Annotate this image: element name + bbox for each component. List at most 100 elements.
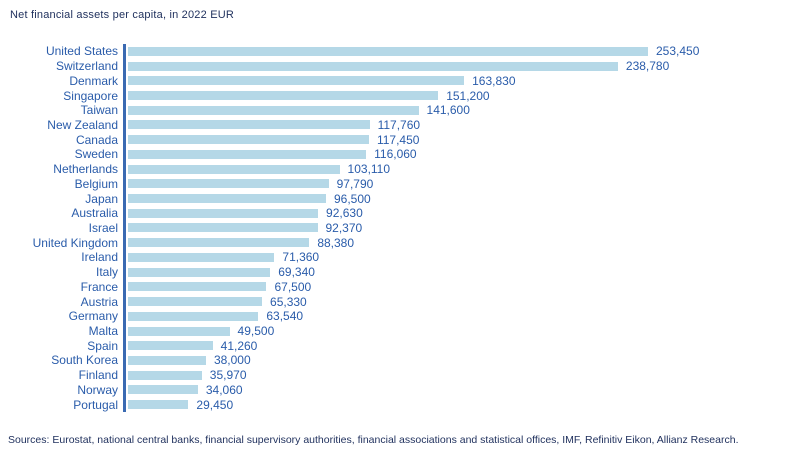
country-label: France <box>80 279 118 294</box>
bar-row: Ireland 71,360 <box>0 250 800 265</box>
bar-row: Italy 69,340 <box>0 265 800 280</box>
bar-plot-area: 63,540 <box>128 309 303 324</box>
bar <box>128 355 206 365</box>
country-label: Portugal <box>73 397 118 412</box>
bar-plot-area: 69,340 <box>128 265 315 280</box>
country-label: Taiwan <box>80 103 118 118</box>
sources-text: Sources: Eurostat, national central bank… <box>8 434 739 446</box>
bar-plot-area: 97,790 <box>128 176 373 191</box>
country-label: Spain <box>87 338 118 353</box>
country-label: Singapore <box>63 88 118 103</box>
bar-row: South Korea 38,000 <box>0 353 800 368</box>
bar-plot-area: 116,060 <box>128 147 417 162</box>
value-label: 92,370 <box>325 220 363 235</box>
bar-plot-area: 117,760 <box>128 118 420 133</box>
country-label: Austria <box>80 294 118 309</box>
bar-row: Israel 92,370 <box>0 221 800 236</box>
value-label: 49,500 <box>237 324 275 339</box>
country-label: Canada <box>75 132 118 147</box>
bar <box>128 61 618 71</box>
bar-plot-area: 41,260 <box>128 338 257 353</box>
bar-plot-area: 35,970 <box>128 368 247 383</box>
value-label: 69,340 <box>278 265 315 280</box>
bar <box>128 252 275 262</box>
bar <box>128 385 198 395</box>
bar <box>128 76 465 86</box>
bar-plot-area: 29,450 <box>128 397 233 412</box>
bar <box>128 267 271 277</box>
bar <box>128 164 340 174</box>
bar-plot-area: 92,370 <box>128 221 362 236</box>
bar-row: United States 253,450 <box>0 44 800 59</box>
bar-row: Finland 35,970 <box>0 368 800 383</box>
country-label: Malta <box>88 324 118 339</box>
bar <box>128 282 267 292</box>
value-label: 96,500 <box>333 191 371 206</box>
country-label: United Kingdom <box>32 235 118 250</box>
bar-plot-area: 151,200 <box>128 88 490 103</box>
value-label: 117,760 <box>377 117 421 132</box>
bar-row: France 67,500 <box>0 280 800 295</box>
value-label: 97,790 <box>336 176 374 191</box>
bar-row: Belgium 97,790 <box>0 176 800 191</box>
bar <box>128 370 202 380</box>
bar <box>128 208 319 218</box>
bar-plot-area: 88,380 <box>128 235 354 250</box>
value-label: 116,060 <box>374 147 417 162</box>
value-label: 65,330 <box>270 294 307 309</box>
chart-title: Net financial assets per capita, in 2022… <box>10 9 235 21</box>
country-label: South Korea <box>51 353 118 368</box>
value-label: 35,970 <box>209 368 247 383</box>
bar <box>128 326 230 336</box>
bar-row: Denmark 163,830 <box>0 73 800 88</box>
bar-chart: United States 253,450 Switzerland 238,780 De… <box>0 44 800 412</box>
value-label: 117,450 <box>376 132 420 147</box>
bar-plot-area: 34,060 <box>128 383 243 398</box>
bar-row: Spain 41,260 <box>0 338 800 353</box>
bar-row: Sweden 116,060 <box>0 147 800 162</box>
bar-plot-area: 141,600 <box>128 103 470 118</box>
value-label: 92,630 <box>326 206 363 221</box>
country-label: Finland <box>78 368 118 383</box>
value-label: 63,540 <box>266 309 304 324</box>
bar-plot-area: 96,500 <box>128 191 371 206</box>
bar <box>128 179 329 189</box>
bar-plot-area: 71,360 <box>128 250 319 265</box>
bar-row: Netherlands 103,110 <box>0 162 800 177</box>
country-label: New Zealand <box>47 117 118 132</box>
bar-row: Switzerland 238,780 <box>0 59 800 74</box>
bar <box>128 223 318 233</box>
value-label: 88,380 <box>317 235 355 250</box>
bar <box>128 400 189 410</box>
bar-row: Taiwan 141,600 <box>0 103 800 118</box>
bar-plot-area: 163,830 <box>128 73 516 88</box>
country-label: Germany <box>68 309 118 324</box>
country-label: Norway <box>77 382 118 397</box>
bar-plot-area: 67,500 <box>128 280 311 295</box>
bar-row: Norway 34,060 <box>0 383 800 398</box>
value-label: 238,780 <box>625 59 670 74</box>
bar <box>128 120 370 130</box>
bar-row: Canada 117,450 <box>0 132 800 147</box>
country-label: Denmark <box>69 73 118 88</box>
country-label: Italy <box>95 265 118 280</box>
country-label: Belgium <box>74 176 118 191</box>
country-label: Japan <box>85 191 118 206</box>
bar <box>128 135 369 145</box>
bar-row: Australia 92,630 <box>0 206 800 221</box>
bar-plot-area: 49,500 <box>128 324 274 339</box>
bar <box>128 46 648 56</box>
value-label: 103,110 <box>347 162 391 177</box>
bar <box>128 91 439 101</box>
value-label: 67,500 <box>274 279 312 294</box>
country-label: Ireland <box>81 250 118 265</box>
country-label: Switzerland <box>55 59 118 74</box>
bar-plot-area: 92,630 <box>128 206 363 221</box>
value-label: 41,260 <box>220 338 258 353</box>
value-label: 151,200 <box>446 88 490 103</box>
bar <box>128 311 259 321</box>
bar-row: Portugal 29,450 <box>0 397 800 412</box>
bar-plot-area: 103,110 <box>128 162 390 177</box>
value-label: 71,360 <box>282 250 320 265</box>
bar-row: United Kingdom 88,380 <box>0 235 800 250</box>
